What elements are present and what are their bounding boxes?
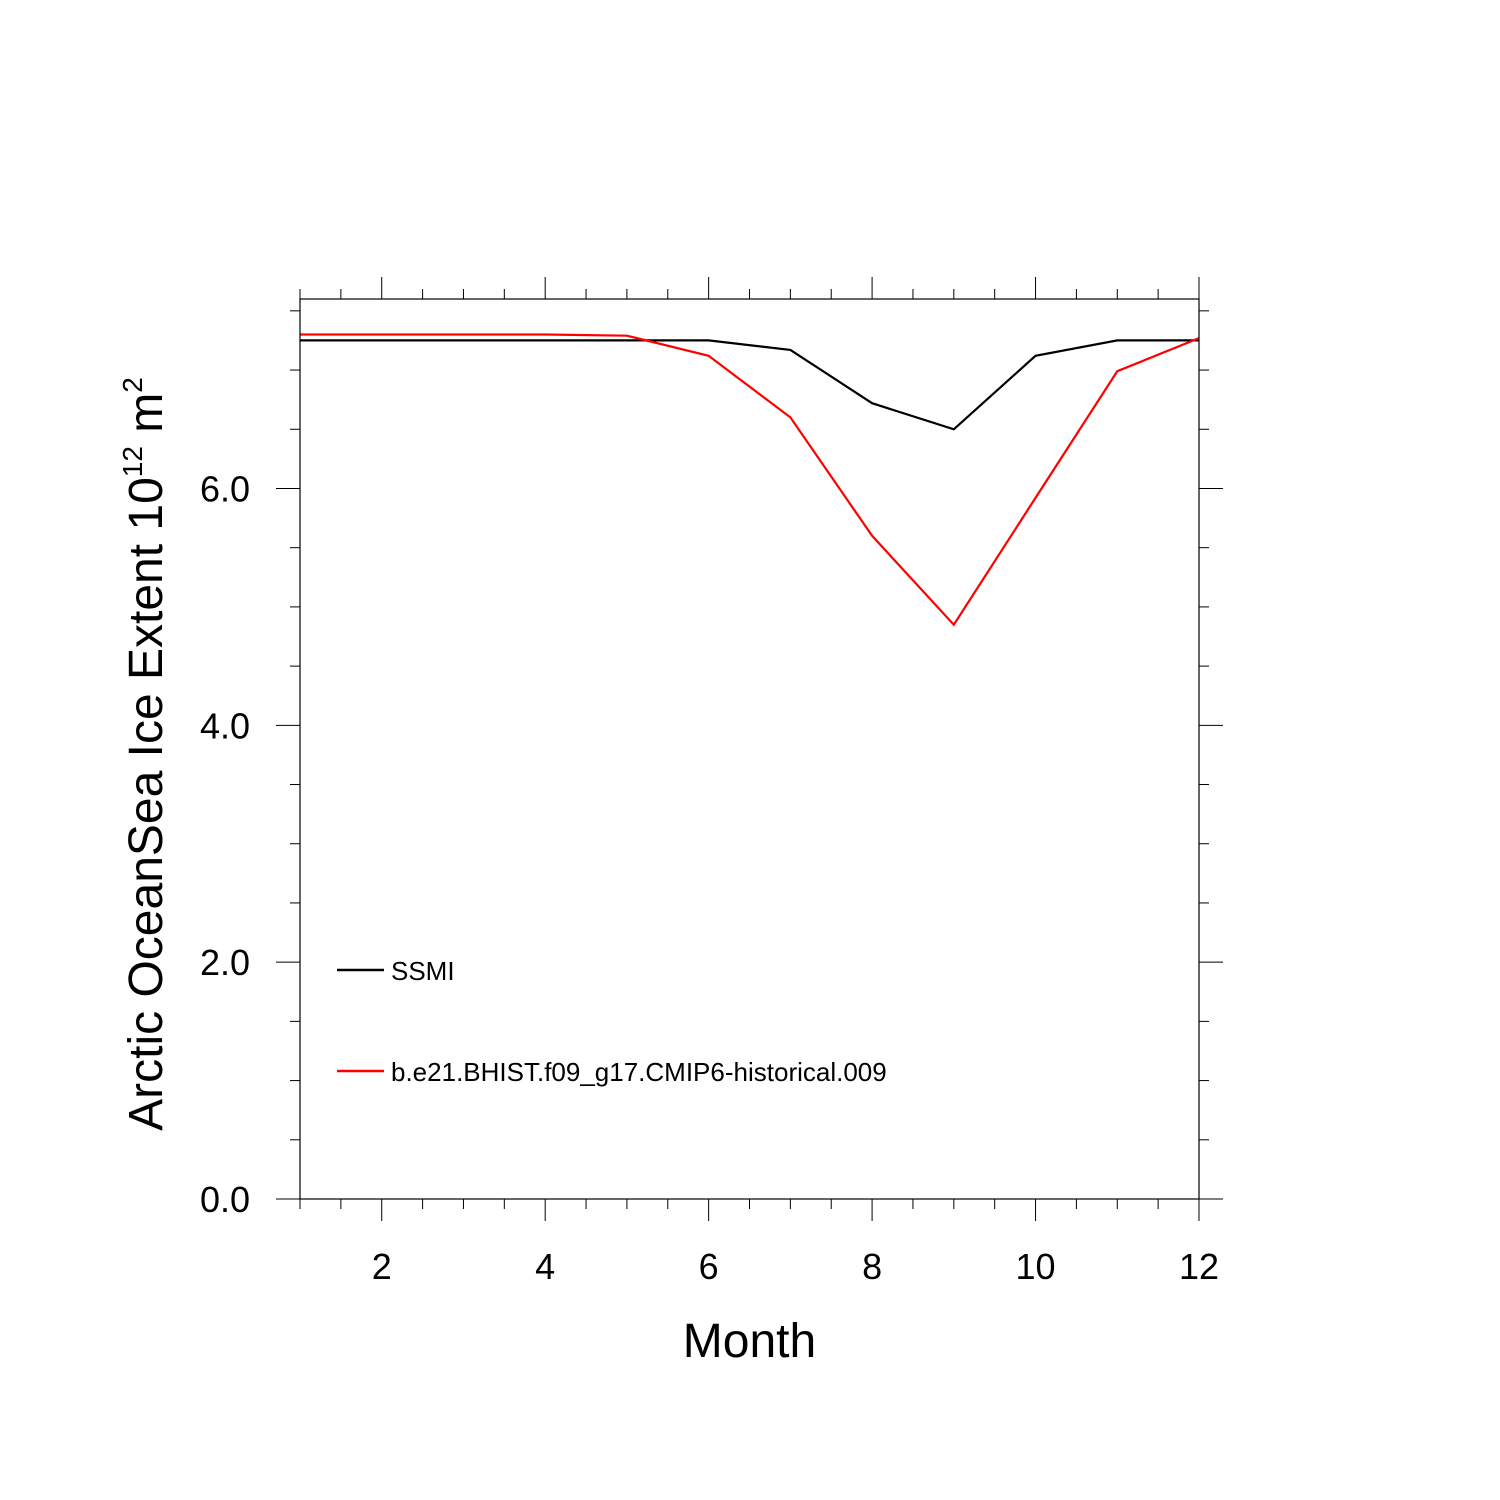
x-tick-label: 8 [862,1246,882,1287]
y-tick-label: 2.0 [200,942,250,983]
y-axis-title-exponent: 12 [117,446,148,477]
x-tick-label: 10 [1016,1246,1056,1287]
legend-label-ssmi: SSMI [391,956,455,986]
y-axis-title-unit-exponent: 2 [117,377,148,393]
series-lines [300,333,1200,627]
x-tick-label: 12 [1179,1246,1219,1287]
plot-frame [299,298,1200,1200]
y-axis-title-main: Arctic OceanSea Ice Extent 10 [120,477,173,1131]
series-line-model [300,333,1200,627]
y-tick-label: 6.0 [200,468,250,509]
legend: SSMI b.e21.BHIST.f09_g17.CMIP6-historica… [337,956,887,1087]
x-axis-title: Month [683,1315,816,1368]
x-tick-label: 4 [535,1246,555,1287]
axis-ticks [276,277,1223,1221]
y-tick-label: 4.0 [200,705,250,746]
legend-label-model: b.e21.BHIST.f09_g17.CMIP6-historical.009 [391,1057,887,1087]
y-axis-title-unit: m [120,393,173,446]
x-tick-label: 2 [372,1246,392,1287]
tick-labels: 2 4 6 8 10 12 0.0 2.0 4.0 6.0 [200,468,1219,1287]
series-line-ssmi [300,339,1199,431]
x-tick-label: 6 [699,1246,719,1287]
y-axis-title: Arctic OceanSea Ice Extent 1012 m2 [117,377,173,1131]
y-tick-label: 0.0 [200,1179,250,1220]
